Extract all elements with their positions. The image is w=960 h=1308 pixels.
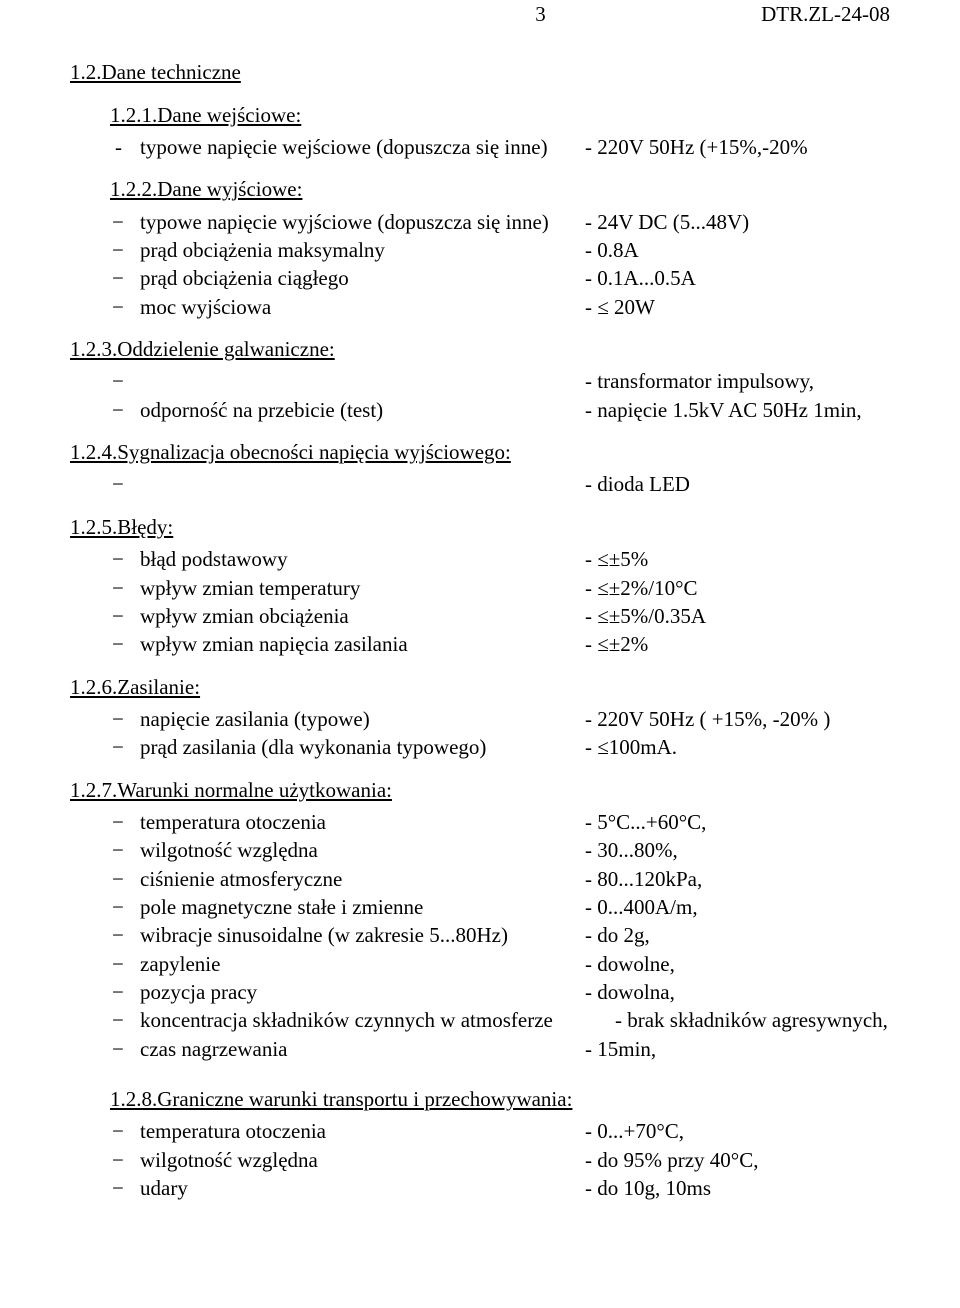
label: odporność na przebicie (test) — [140, 396, 585, 424]
value: - do 10g, 10ms — [585, 1174, 890, 1202]
label: wilgotność względna — [140, 836, 585, 864]
value: - do 2g, — [585, 921, 890, 949]
label: wpływ zmian temperatury — [140, 574, 585, 602]
label: temperatura otoczenia — [140, 1117, 585, 1145]
section-1-2-2: 1.2.2.Dane wyjściowe: — [110, 175, 890, 203]
doc-id: DTR.ZL-24-08 — [761, 0, 890, 28]
label: koncentracja składników czynnych w atmos… — [140, 1006, 615, 1034]
section-1-2-3: 1.2.3.Oddzielenie galwaniczne: — [70, 335, 890, 363]
label: wilgotność względna — [140, 1146, 585, 1174]
section-1-2-1: 1.2.1.Dane wejściowe: — [110, 101, 890, 129]
value: - ≤±5% — [585, 545, 890, 573]
value: - 5°C...+60°C, — [585, 808, 890, 836]
section-1-2-5: 1.2.5.Błędy: — [70, 513, 890, 541]
label: czas nagrzewania — [140, 1035, 585, 1063]
section-1-2: 1.2.Dane techniczne — [70, 58, 890, 86]
value: - 80...120kPa, — [585, 865, 890, 893]
label: zapylenie — [140, 950, 585, 978]
value: - 0.8A — [585, 236, 890, 264]
value: - ≤±5%/0.35A — [585, 602, 890, 630]
label: prąd zasilania (dla wykonania typowego) — [140, 733, 585, 761]
label: typowe napięcie wejściowe (dopuszcza się… — [140, 133, 585, 161]
value: - 24V DC (5...48V) — [585, 208, 890, 236]
value: - ≤ 20W — [585, 293, 890, 321]
value: - ≤100mA. — [585, 733, 890, 761]
label: prąd obciążenia ciągłego — [140, 264, 585, 292]
value: - transformator impulsowy, — [585, 367, 890, 395]
page-number: 3 — [70, 0, 761, 28]
label: temperatura otoczenia — [140, 808, 585, 836]
page-header: 3 DTR.ZL-24-08 — [70, 0, 890, 28]
section-1-2-8: 1.2.8.Graniczne warunki transportu i prz… — [110, 1085, 890, 1113]
label: błąd podstawowy — [140, 545, 585, 573]
label: pozycja pracy — [140, 978, 585, 1006]
label: ciśnienie atmosferyczne — [140, 865, 585, 893]
value: - 0.1A...0.5A — [585, 264, 890, 292]
label: napięcie zasilania (typowe) — [140, 705, 585, 733]
section-1-2-6: 1.2.6.Zasilanie: — [70, 673, 890, 701]
label: wpływ zmian napięcia zasilania — [140, 630, 585, 658]
value: - 0...+70°C, — [585, 1117, 890, 1145]
value: - 220V 50Hz (+15%,-20% — [585, 133, 890, 161]
value: - brak składników agresywnych, — [615, 1006, 890, 1034]
value: - 0...400A/m, — [585, 893, 890, 921]
label: moc wyjściowa — [140, 293, 585, 321]
value: - dioda LED — [585, 470, 890, 498]
value: - 30...80%, — [585, 836, 890, 864]
section-1-2-4: 1.2.4.Sygnalizacja obecności napięcia wy… — [70, 438, 890, 466]
label: prąd obciążenia maksymalny — [140, 236, 585, 264]
value: - ≤±2%/10°C — [585, 574, 890, 602]
label — [140, 470, 585, 498]
label — [140, 367, 585, 395]
label: typowe napięcie wyjściowe (dopuszcza się… — [140, 208, 585, 236]
section-1-2-7: 1.2.7.Warunki normalne użytkowania: — [70, 776, 890, 804]
value: - ≤±2% — [585, 630, 890, 658]
value: - dowolna, — [585, 978, 890, 1006]
value: - 15min, — [585, 1035, 890, 1063]
label: pole magnetyczne stałe i zmienne — [140, 893, 585, 921]
value: - do 95% przy 40°C, — [585, 1146, 890, 1174]
value: - 220V 50Hz ( +15%, -20% ) — [585, 705, 890, 733]
value: - napięcie 1.5kV AC 50Hz 1min, — [585, 396, 890, 424]
label: udary — [140, 1174, 585, 1202]
label: wpływ zmian obciążenia — [140, 602, 585, 630]
value: - dowolne, — [585, 950, 890, 978]
label: wibracje sinusoidalne (w zakresie 5...80… — [140, 921, 585, 949]
